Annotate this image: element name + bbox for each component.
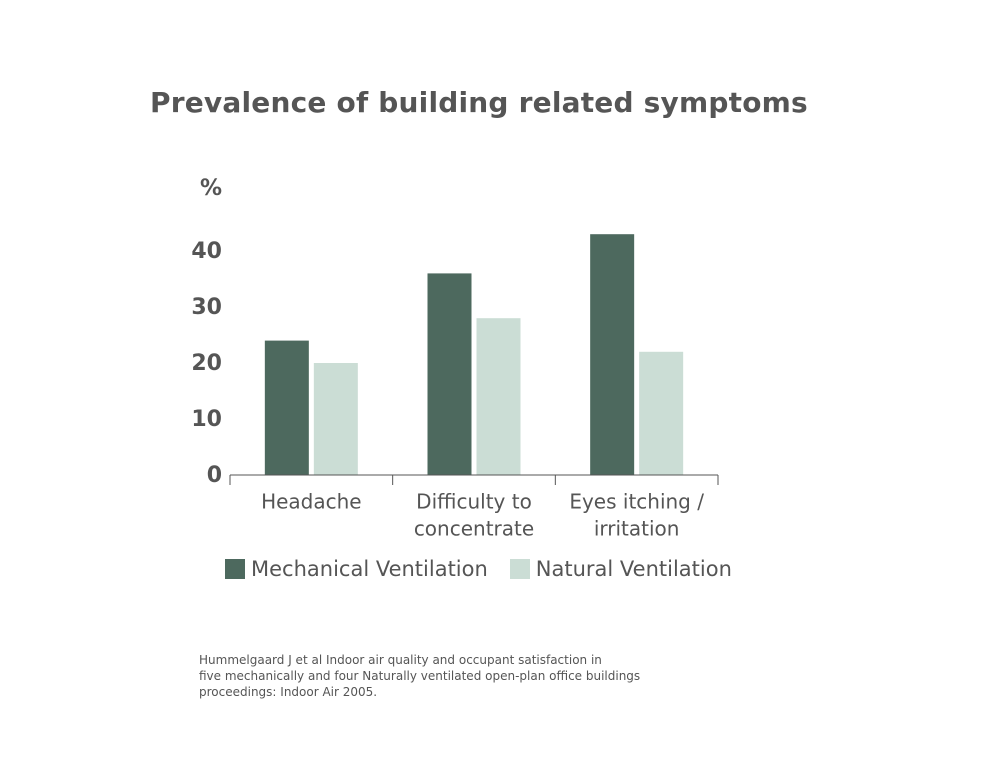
bar-mechanical — [427, 273, 472, 475]
legend-label-mechanical: Mechanical Ventilation — [251, 557, 488, 581]
bar-natural — [476, 318, 521, 475]
x-category-label: Headache — [261, 490, 362, 514]
bar-mechanical — [590, 234, 635, 475]
y-tick-label: 30 — [191, 295, 222, 320]
legend-label-natural: Natural Ventilation — [535, 557, 732, 581]
legend-item-natural: Natural Ventilation — [509, 557, 732, 581]
legend: Mechanical Ventilation Natural Ventilati… — [225, 557, 754, 581]
legend-item-mechanical: Mechanical Ventilation — [225, 557, 488, 581]
y-tick-label: 10 — [191, 407, 222, 432]
source-line: proceedings: Indoor Air 2005. — [199, 685, 378, 699]
x-category-label: concentrate — [414, 517, 534, 541]
bars — [264, 234, 684, 475]
x-category-label: Eyes itching / — [569, 490, 704, 514]
source-line: five mechanically and four Naturally ven… — [199, 669, 641, 683]
y-tick-label: 0 — [207, 463, 222, 488]
bar-natural — [639, 351, 684, 475]
legend-swatch-natural — [509, 559, 530, 579]
y-tick-label: 40 — [191, 239, 222, 264]
bar-natural — [313, 363, 358, 475]
y-axis-unit-label: % — [200, 176, 222, 201]
chart-title: Prevalence of building related symptoms — [150, 86, 808, 119]
x-category-label: irritation — [594, 517, 680, 541]
y-tick-label: 20 — [191, 351, 222, 376]
legend-swatch-mechanical — [225, 559, 245, 579]
bar-mechanical — [264, 340, 309, 475]
x-category-label: Difficulty to — [416, 490, 532, 514]
source-line: Hummelgaard J et al Indoor air quality a… — [199, 653, 602, 667]
y-axis: 0 10 20 30 40% — [191, 176, 222, 488]
x-axis-labels: Headache Difficulty to concentrate Eyes itc… — [261, 490, 704, 541]
source-citation: Hummelgaard J et al Indoor air quality a… — [199, 652, 679, 700]
x-axis — [229, 474, 719, 485]
